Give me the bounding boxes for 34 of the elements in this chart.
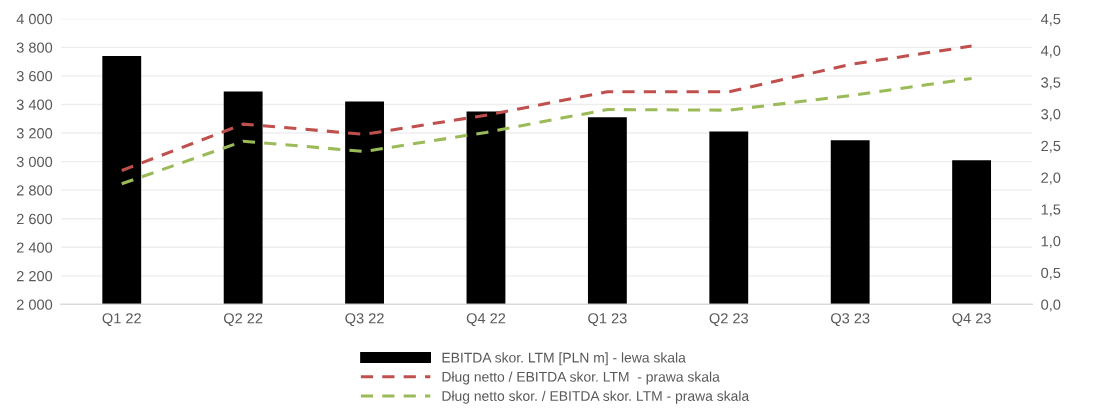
x-tick-label: Q1 22 bbox=[102, 313, 141, 327]
x-tick-label: Q2 22 bbox=[223, 313, 263, 327]
y2-tick-label: 1,5 bbox=[1041, 204, 1061, 217]
y-tick-label: 2 200 bbox=[16, 270, 53, 282]
legend-label: Dług netto skor. / EBITDA skor. LTM - prawa skala bbox=[442, 390, 750, 404]
y-tick-label: 3 000 bbox=[16, 156, 53, 168]
y2-tick-label: 2,5 bbox=[1041, 140, 1061, 153]
line-series bbox=[120, 76, 974, 186]
y2-tick-label: 4,0 bbox=[1040, 45, 1061, 58]
y-tick-label: 2 800 bbox=[16, 185, 53, 196]
legend-label: EBITDA skor. LTM [PLN m] - lewa skala bbox=[442, 352, 686, 366]
x-tick-label: Q2 23 bbox=[709, 313, 749, 327]
y2-tick-label: 3,0 bbox=[1041, 109, 1061, 122]
y2-tick-label: 2,0 bbox=[1041, 172, 1061, 185]
y-tick-label: 3 200 bbox=[16, 128, 53, 139]
y2-tick-label: 3,5 bbox=[1041, 77, 1061, 90]
y-tick-label: 2 400 bbox=[16, 242, 53, 253]
y-tick-label: 3 800 bbox=[16, 42, 53, 53]
line-series bbox=[120, 44, 974, 172]
x-tick-label: Q1 23 bbox=[588, 313, 627, 327]
legend-label: Dług netto / EBITDA skor. LTM - prawa skala bbox=[442, 371, 720, 385]
y2-tick-label: 0,5 bbox=[1041, 267, 1061, 280]
y-tick-label: 2 600 bbox=[16, 213, 53, 225]
x-tick-label: Q3 23 bbox=[831, 313, 870, 327]
y-tick-label: 4 000 bbox=[16, 13, 53, 25]
y2-tick-label: 4,5 bbox=[1040, 14, 1061, 26]
x-tick-label: Q4 22 bbox=[466, 313, 506, 327]
x-tick-label: Q3 22 bbox=[345, 313, 384, 327]
y2-tick-label: 0,0 bbox=[1041, 299, 1061, 312]
y-tick-label: 2 000 bbox=[16, 299, 53, 310]
y2-tick-label: 1,0 bbox=[1041, 236, 1061, 249]
y-tick-label: 3 400 bbox=[16, 99, 53, 110]
y-tick-label: 3 600 bbox=[16, 70, 53, 82]
x-tick-label: Q4 23 bbox=[952, 313, 991, 327]
